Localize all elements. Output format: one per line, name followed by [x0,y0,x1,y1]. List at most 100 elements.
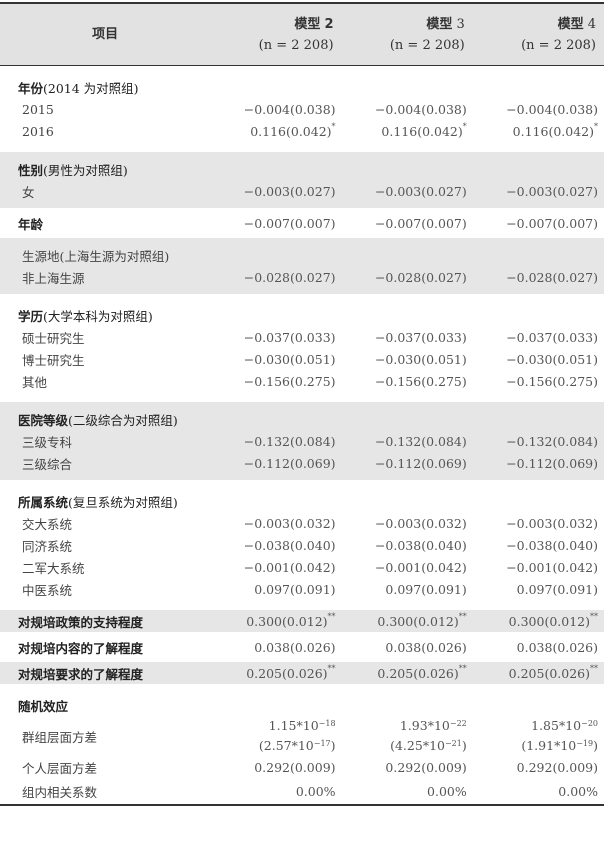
header-item: 项目 [0,2,211,66]
row-label: 博士研究生 [22,352,85,368]
value-cell: 1.93*10−22 (4.25*10−21) [390,718,467,753]
table-row: 交大系统 −0.003(0.032) −0.003(0.032) −0.003(0.0… [0,512,604,534]
table-row: 对规培政策的支持程度 0.300(0.012)** 0.300(0.012)** 0.… [0,610,604,632]
value-cell: 0.116(0.042)* [381,121,467,139]
row-label: 个人层面方差 [22,760,98,776]
random-effects-header: 随机效应 [0,688,604,716]
header-model-4: 模型 4 (n = 2 208) [472,2,604,66]
row-label: 非上海生源 [0,266,211,294]
value-cell: −0.037(0.033) [506,329,598,345]
value-cell: −0.004(0.038) [243,101,336,117]
group-title: 医院等级(二级综合为对照组) [0,402,604,430]
row-label: 女 [0,180,211,208]
table-row: 群组层面方差 1.15*10−18 (2.57*10−17) 1.93*10−22 (4… [0,716,604,756]
table-row: 对规培要求的了解程度 0.205(0.026)** 0.205(0.026)** 0.… [0,662,604,684]
value-cell: 0.038(0.026) [254,639,336,655]
value-cell: 0.300(0.012)** [210,610,342,632]
table-row: 硕士研究生 −0.037(0.033) −0.037(0.033) −0.037(0.… [0,326,604,348]
value-cell: −0.007(0.007) [374,215,467,231]
value-cell: −0.001(0.042) [243,559,336,575]
significance-mark: * [594,121,598,131]
value-cell: 0.205(0.026)** [210,662,342,684]
value-cell: −0.038(0.040) [243,537,336,553]
value-cell: −0.112(0.069) [210,452,342,480]
value-cell: 1.85*10−20 (1.91*10−19) [521,718,598,753]
row-label: 硕士研究生 [22,330,85,346]
row-label: 二军大系统 [22,560,85,576]
table-body: 年份(2014 为对照组) 2015 −0.004(0.038) −0.004(0.0… [0,65,604,806]
value-cell: −0.028(0.027) [210,266,342,294]
table-row: 2015 −0.004(0.038) −0.004(0.038) −0.004(0.0… [0,98,604,120]
value-cell: −0.132(0.084) [472,430,604,452]
value-cell: 0.205(0.026)** [341,662,473,684]
row-label: 其他 [22,374,48,390]
value-cell: −0.156(0.275) [506,373,598,389]
value-cell: 0.00% [210,778,342,806]
group-header-row: 性别(男性为对照组) [0,152,604,180]
row-label: 同济系统 [22,538,73,554]
value-cell: −0.028(0.027) [472,266,604,294]
group-title: 性别(男性为对照组) [0,152,604,180]
value-cell: 0.292(0.009) [516,759,598,775]
value-cell: 0.00% [472,778,604,806]
group-title: 年龄 [18,216,44,232]
value-cell: −0.001(0.042) [374,559,467,575]
table-row: 三级专科 −0.132(0.084) −0.132(0.084) −0.132(0.0… [0,430,604,452]
table-row: 博士研究生 −0.030(0.051) −0.030(0.051) −0.030(0.… [0,348,604,370]
header-row: 项目 模型 2 (n = 2 208) 模型 3 (n = 2 208) 模型 4(… [0,2,604,66]
table-row: 个人层面方差 0.292(0.009) 0.292(0.009) 0.292(0.00… [0,756,604,778]
table-row: 生源地(上海生源为对照组) [0,238,604,266]
value-cell: −0.028(0.027) [341,266,473,294]
significance-mark: ** [590,611,598,621]
value-cell: 0.116(0.042)* [250,121,336,139]
value-cell: −0.004(0.038) [374,101,467,117]
table-row: 组内相关系数 0.00% 0.00% 0.00% [0,778,604,806]
header-model-2: 模型 2 (n = 2 208) [210,2,342,66]
value-cell: −0.007(0.007) [243,215,336,231]
value-cell: 0.116(0.042)* [512,121,598,139]
group-title: 对规培政策的支持程度 [0,610,211,632]
value-cell: −0.038(0.040) [374,537,467,553]
value-cell: 1.15*10−18 (2.57*10−17) [258,718,336,753]
row-label: 2016 [22,123,54,139]
group-header-row: 年份(2014 为对照组) [0,70,604,98]
value-cell: −0.112(0.069) [341,452,473,480]
header-model-3: 模型 3 (n = 2 208) [341,2,473,66]
value-cell: −0.132(0.084) [210,430,342,452]
table-row: 2016 0.116(0.042)* 0.116(0.042)* 0.116(0.04… [0,120,604,148]
table-row: 三级综合 −0.112(0.069) −0.112(0.069) −0.112(0.0… [0,452,604,480]
value-cell: 0.292(0.009) [254,759,336,775]
significance-mark: ** [327,663,336,673]
value-cell: −0.030(0.051) [506,351,598,367]
group-header-row: 学历(大学本科为对照组) [0,298,604,326]
value-cell: −0.038(0.040) [506,537,598,553]
value-cell: 0.038(0.026) [516,639,598,655]
table-row: 年龄 −0.007(0.007) −0.007(0.007) −0.007(0.007… [0,212,604,234]
value-cell: −0.003(0.032) [506,515,598,531]
table-row: 二军大系统 −0.001(0.042) −0.001(0.042) −0.001(0.… [0,556,604,578]
value-cell: −0.007(0.007) [506,215,598,231]
group-header-row: 所属系统(复旦系统为对照组) [0,484,604,512]
row-label: 组内相关系数 [0,778,211,806]
value-cell: −0.156(0.275) [243,373,336,389]
value-cell: 0.205(0.026)** [472,662,604,684]
significance-mark: * [331,121,336,131]
group-title: 对规培内容的了解程度 [18,640,144,656]
row-label: 2015 [22,101,54,117]
significance-mark: ** [458,663,467,673]
row-label: 三级综合 [0,452,211,480]
significance-mark: * [462,121,467,131]
group-title: 对规培要求的了解程度 [0,662,211,684]
value-cell: −0.030(0.051) [374,351,467,367]
value-cell: −0.132(0.084) [341,430,473,452]
row-label: 生源地(上海生源为对照组) [0,238,211,266]
value-cell: −0.004(0.038) [506,101,598,117]
value-cell: −0.003(0.032) [374,515,467,531]
value-cell: −0.001(0.042) [506,559,598,575]
value-cell [341,238,473,266]
row-label: 群组层面方差 [22,729,98,745]
value-cell: 0.038(0.026) [385,639,467,655]
table-row: 对规培内容的了解程度 0.038(0.026) 0.038(0.026) 0.038(… [0,636,604,658]
value-cell: −0.003(0.027) [210,180,342,208]
significance-mark: ** [327,611,336,621]
